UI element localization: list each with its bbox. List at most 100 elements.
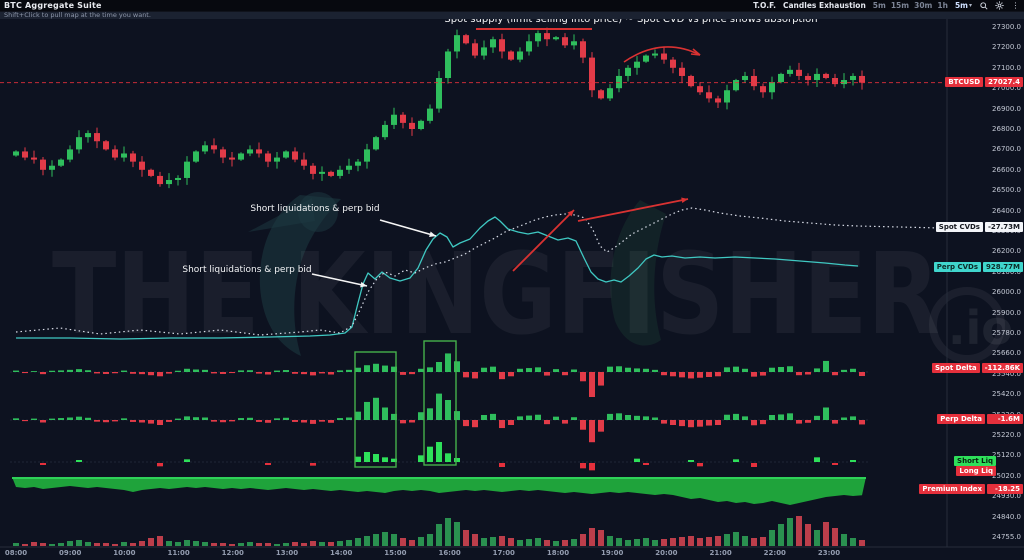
spot-delta-bars [13, 353, 865, 397]
short-liq-bars [76, 442, 856, 462]
candles [13, 27, 865, 189]
series-label-value: 928.77M [983, 262, 1023, 272]
series-label-name: BTCUSD [945, 77, 984, 87]
candles-exhaustion-button[interactable]: Candles Exhaustion [782, 1, 866, 10]
price-tick: 25900.0 [992, 308, 1021, 317]
perp-delta-bars [13, 393, 865, 443]
price-tick: 25120.0 [992, 451, 1021, 460]
price-tick: 25540.0 [992, 369, 1021, 378]
time-label: 20:00 [655, 549, 678, 557]
time-label: 12:00 [221, 549, 244, 557]
timeframe-selected[interactable]: 5m ▾ [955, 1, 972, 10]
time-label: 15:00 [384, 549, 407, 557]
annotation-red-arrow [577, 197, 689, 222]
series-label-name: Short Liq [954, 456, 996, 466]
series-label-perpcvd: Perp CVDs 928.77M [933, 262, 1023, 272]
kebab-menu-icon[interactable]: ⋮ [1011, 1, 1020, 10]
timeframe-list: 5m 15m 30m 1h [873, 1, 948, 10]
annotation-white-arrow [379, 219, 437, 237]
price-tick: 25660.0 [992, 349, 1021, 358]
series-label-shortliq: Short Liq [954, 456, 996, 466]
timeframe-option-5m[interactable]: 5m [872, 1, 886, 10]
series-label-name: Spot CVDs [935, 222, 983, 232]
time-label: 10:00 [113, 549, 136, 557]
price-tick: 24930.0 [992, 492, 1021, 501]
series-label-premium: Premium Index -18.25 [919, 484, 1023, 494]
price-axis[interactable]: 27300.0 27200.0 27100.0 27000.0 26900.0 26800… [947, 19, 1024, 547]
premium-index-area [12, 477, 866, 505]
price-tick: 25420.0 [992, 390, 1021, 399]
header-bar: BTC Aggregate Suite T.O.F. Candles Exhau… [0, 0, 1024, 12]
tof-button[interactable]: T.O.F. [753, 1, 776, 10]
time-label: 08:00 [4, 549, 28, 557]
price-tick: 26600.0 [992, 165, 1021, 174]
timeframe-option-1h[interactable]: 1h [937, 1, 948, 10]
long-liq-bars [40, 463, 838, 471]
series-label-value: -18.25 [987, 484, 1023, 494]
time-label: 21:00 [709, 549, 732, 557]
time-label: 16:00 [438, 549, 461, 557]
chevron-down-icon: ▾ [968, 2, 972, 9]
series-label-spotdelta: Spot Delta -112.86K [931, 363, 1023, 373]
price-tick: 26200.0 [992, 247, 1021, 256]
annotation-green-rect [423, 340, 457, 466]
gear-icon[interactable] [995, 1, 1004, 10]
hint-bar: Shift+Click to pull map at the time you … [0, 11, 1024, 19]
price-tick: 26900.0 [992, 104, 1021, 113]
annotation-short-liq-1: Short liquidations & perp bid [250, 204, 380, 214]
spot-cvd-line [15, 207, 941, 336]
time-label: 17:00 [492, 549, 515, 557]
series-label-btcusd: BTCUSD 27027.4 [945, 77, 1023, 87]
series-label-value: 27027.4 [985, 77, 1023, 87]
series-label-value: -27.73M [984, 222, 1023, 232]
price-tick: 24840.0 [992, 512, 1021, 521]
series-label-name: Premium Index [919, 484, 985, 494]
series-label-name: Spot Delta [931, 363, 980, 373]
time-label: 19:00 [601, 549, 624, 557]
time-label: 18:00 [546, 549, 570, 557]
annotation-red-arc [623, 46, 701, 63]
svg-text:.io: .io [948, 301, 1013, 355]
annotation-spot-supply: Spot supply (limit selling into price) ~… [444, 14, 818, 25]
perp-cvd-line [16, 216, 859, 340]
price-tick: 26800.0 [992, 125, 1021, 133]
search-icon[interactable] [979, 1, 988, 10]
timeframe-option-30m[interactable]: 30m [914, 1, 933, 10]
price-tick: 27100.0 [992, 63, 1021, 72]
time-label: 13:00 [275, 549, 299, 557]
price-tick: 26500.0 [992, 186, 1021, 195]
header-controls: T.O.F. Candles Exhaustion 5m 15m 30m 1h 5m … [753, 1, 1024, 10]
price-tick: 26000.0 [992, 288, 1021, 297]
annotation-red-arc-head [690, 48, 701, 56]
series-label-name: Perp Delta [937, 414, 985, 424]
series-label-value: -112.86K [981, 363, 1023, 373]
time-label: 14:00 [330, 549, 353, 557]
series-label-perpdelta: Perp Delta -1.6M [937, 414, 1023, 424]
series-label-spotcvd: Spot CVDs -27.73M [935, 222, 1023, 232]
annotation-short-liq-2: Short liquidations & perp bid [182, 265, 312, 275]
price-tick: 27000.0 [992, 84, 1021, 93]
time-label: 22:00 [763, 549, 786, 557]
svg-text:THE KINGFISHER: THE KINGFISHER [52, 230, 940, 360]
time-axis[interactable]: 08:00 09:00 10:00 11:00 12:00 13:00 14:00 15:00… [0, 547, 947, 560]
volume-bars [13, 516, 865, 546]
time-label: 09:00 [59, 549, 82, 557]
price-tick: 24755.0 [992, 533, 1021, 541]
time-label: 23:00 [817, 549, 841, 557]
annotation-red-arrow [512, 209, 575, 272]
price-tick: 25780.0 [992, 329, 1021, 337]
series-label-name: Long Liq [956, 466, 996, 476]
app-title: BTC Aggregate Suite [4, 1, 102, 10]
timeframe-selected-label: 5m [954, 1, 968, 10]
annotation-white-arrow [311, 273, 368, 288]
price-tick: 26400.0 [992, 206, 1021, 215]
timeframe-option-15m[interactable]: 15m [890, 1, 910, 10]
price-tick: 25220.0 [992, 431, 1021, 439]
price-tick: 26700.0 [992, 145, 1021, 154]
price-tick: 27300.0 [992, 23, 1021, 31]
price-tick: 25020.0 [992, 471, 1021, 480]
series-label-value: -1.6M [987, 414, 1023, 424]
series-label-longliq: Long Liq [956, 466, 996, 476]
